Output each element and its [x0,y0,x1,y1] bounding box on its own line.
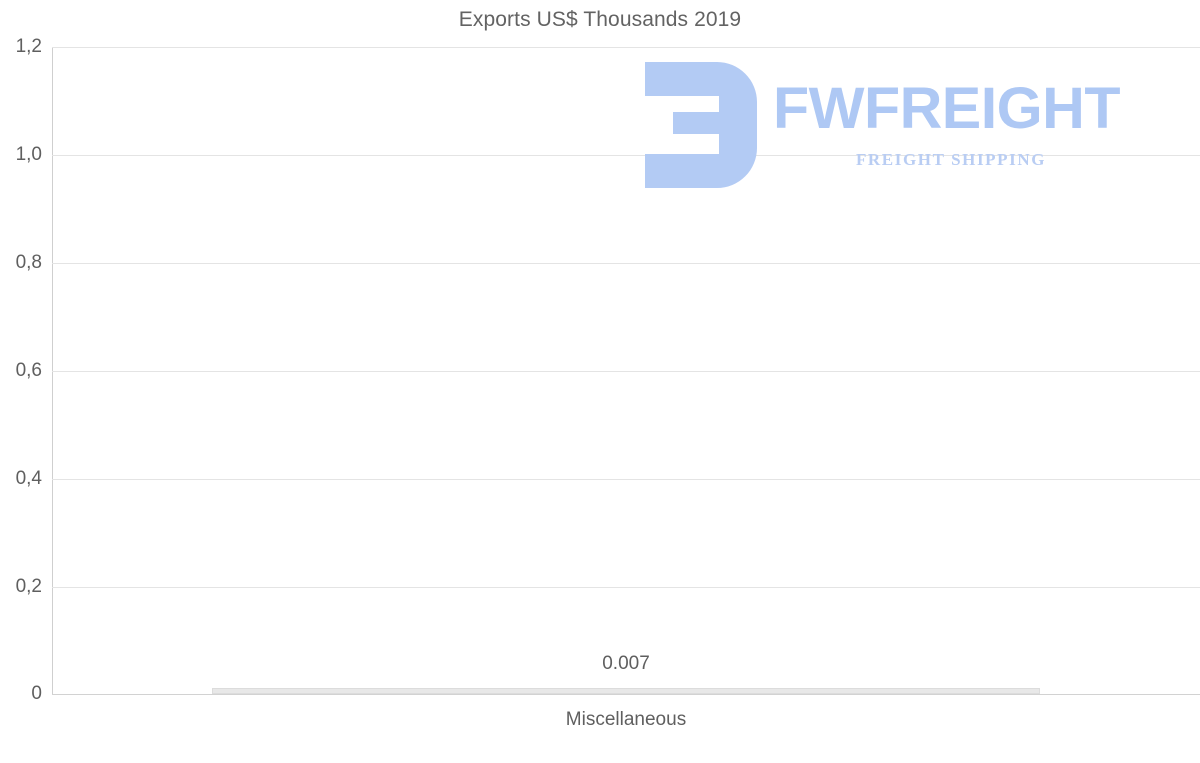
gridline-baseline-0 [52,694,1200,695]
y-tick-label-1-0: 1,0 [15,144,42,165]
gridline-0-4 [52,479,1200,480]
gridline-0-2 [52,587,1200,588]
y-tick-label-0-6: 0,6 [15,360,42,381]
gridline-0-6 [52,371,1200,372]
bar-value-label: 0.007 [602,653,650,674]
gridline-1-0 [52,155,1200,156]
y-tick-label-0-4: 0,4 [15,468,42,489]
y-tick-label-0: 0 [31,683,42,704]
x-tick-label-miscellaneous: Miscellaneous [565,709,687,730]
bar-miscellaneous[interactable] [212,688,1040,694]
gridlines [52,47,1200,695]
y-tick-label-0-2: 0,2 [15,576,42,597]
y-tick-label-0-8: 0,8 [15,252,42,273]
plot-area [52,47,1200,695]
gridline-0-8 [52,263,1200,264]
gridline-1-2 [52,47,1200,48]
y-tick-label-1-2: 1,2 [15,36,42,57]
chart-title: Exports US$ Thousands 2019 [458,8,742,31]
